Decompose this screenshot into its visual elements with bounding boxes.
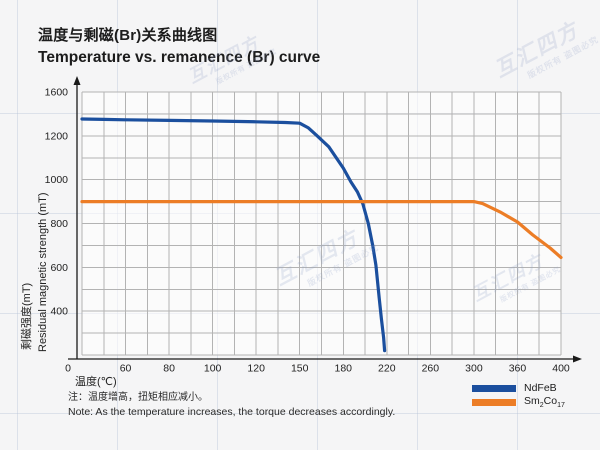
- svg-text:260: 260: [422, 363, 440, 375]
- svg-text:60: 60: [120, 363, 132, 375]
- svg-text:360: 360: [509, 363, 527, 375]
- svg-text:120: 120: [247, 363, 265, 375]
- svg-text:220: 220: [378, 363, 396, 375]
- svg-text:180: 180: [335, 363, 353, 375]
- svg-text:800: 800: [50, 218, 68, 230]
- y-axis-title-en: Residual magnetic strength (mT): [37, 192, 49, 352]
- footnote-zh: 注：温度增高，扭矩相应减小。: [68, 392, 208, 403]
- footnote-en: Note: As the temperature increases, the …: [68, 405, 396, 418]
- svg-text:150: 150: [291, 363, 309, 375]
- legend-item-sm2co17: Sm2Co17: [472, 395, 565, 409]
- svg-text:400: 400: [50, 306, 68, 318]
- svg-text:80: 80: [163, 363, 175, 375]
- series-line-ndfeb: [80, 117, 387, 353]
- grid-lines: [81, 91, 562, 356]
- x-axis-arrow-icon: [573, 355, 582, 363]
- axes: [68, 82, 576, 360]
- svg-text:0: 0: [65, 363, 71, 375]
- chart-titles: 温度与剩磁(Br)关系曲线图 Temperature vs. remanence…: [38, 26, 320, 69]
- y-axis-title-zh: 剩磁强度(mT): [19, 283, 33, 350]
- footnote: 注：温度增高，扭矩相应减小。 Note: As the temperature …: [68, 392, 395, 419]
- chart-legend: NdFeB Sm2Co17: [472, 381, 565, 409]
- legend-swatch-icon: [472, 398, 516, 406]
- y-axis-arrow-icon: [73, 76, 81, 85]
- legend-label: NdFeB: [524, 382, 557, 394]
- svg-text:100: 100: [204, 363, 222, 375]
- svg-text:1200: 1200: [45, 130, 69, 142]
- legend-swatch-icon: [472, 384, 516, 392]
- svg-text:400: 400: [552, 363, 570, 375]
- svg-text:600: 600: [50, 262, 68, 274]
- x-tick-labels: 0 60 80 100 120 150 180 220 260 300 360 400: [65, 363, 570, 375]
- page-title-en: Temperature vs. remanence (Br) curve: [38, 49, 321, 67]
- svg-text:300: 300: [465, 363, 483, 375]
- x-axis-title: 温度(℃): [75, 374, 117, 388]
- series-line-sm2co17: [80, 200, 563, 260]
- y-tick-labels: 1600 1200 1000 800 600 400: [45, 87, 69, 318]
- page-title-zh: 温度与剩磁(Br)关系曲线图: [38, 27, 218, 44]
- legend-item-ndfeb: NdFeB: [472, 381, 565, 395]
- svg-text:1000: 1000: [45, 174, 69, 186]
- svg-text:1600: 1600: [45, 87, 69, 99]
- legend-label: Sm2Co17: [524, 394, 565, 410]
